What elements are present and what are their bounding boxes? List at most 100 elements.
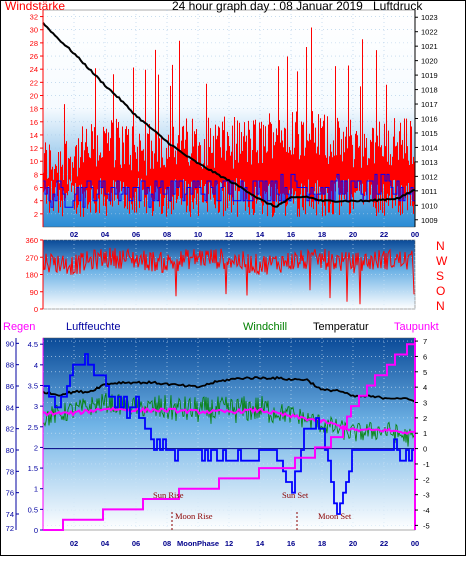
- x-tick-label: 02: [70, 230, 78, 239]
- pressure-tick-label: 1009: [421, 216, 438, 225]
- moon-set-label: Moon Set: [318, 511, 352, 521]
- pressure-tick-label: 1012: [421, 172, 438, 181]
- wind-direction-axis: 0 90 180 270 360: [25, 236, 44, 314]
- humidity-tick-label: 84: [6, 403, 14, 412]
- x-tick-label: 22: [380, 539, 388, 548]
- humidity-tick-label: 90: [6, 339, 14, 348]
- humidity-tick-label: 74: [6, 510, 14, 519]
- rain-tick-label: 2.5: [28, 423, 38, 432]
- wind-tick-label: 8: [34, 170, 38, 179]
- temperature-tick-label: -1: [423, 460, 430, 469]
- pressure-tick-label: 1013: [421, 158, 438, 167]
- temperature-series: [42, 375, 416, 403]
- x-tick-label: 02: [70, 539, 78, 548]
- rain-tick-label: 4.5: [28, 340, 38, 349]
- pressure-tick-label: 1019: [421, 71, 438, 80]
- temperature-tick-label: 5: [423, 368, 427, 377]
- pressure-tick-label: 1011: [421, 187, 437, 196]
- temperature-tick-label: 6: [423, 352, 427, 361]
- x-tick-label: 12: [225, 230, 233, 239]
- wind-pressure-x-axis: 02 04 06 08 10 12 14 16 18 20 22 00: [70, 230, 419, 239]
- temperature-tick-label: -3: [423, 491, 430, 500]
- temperature-tick-label: 3: [423, 399, 427, 408]
- rain-tick-label: 3: [34, 402, 38, 411]
- rain-series: [43, 343, 415, 531]
- temperature-tick-label: -4: [423, 506, 430, 515]
- wind-tick-label: 14: [30, 131, 38, 140]
- rain-tick-label: 4: [34, 361, 38, 370]
- temperature-tick-label: -5: [423, 521, 430, 530]
- x-tick-label: 08: [163, 539, 171, 548]
- humidity-tick-label: 88: [6, 361, 14, 370]
- rain-tick-label: 2: [34, 443, 38, 452]
- x-tick-label: 20: [349, 230, 357, 239]
- moon-phase-label: MoonPhase: [177, 539, 219, 548]
- wind-direction-plot-area: [42, 239, 416, 310]
- x-tick-label: 16: [287, 539, 295, 548]
- temperature-tick-label: -2: [423, 475, 430, 484]
- temp-humidity-x-axis: 02 04 06 08 12 14 16 18 20 22 00: [70, 539, 419, 548]
- x-tick-label: 04: [101, 539, 110, 548]
- pressure-tick-label: 1017: [421, 100, 438, 109]
- temperature-tick-label: 2: [423, 414, 427, 423]
- pressure-tick-label: 1014: [421, 143, 438, 152]
- direction-tick-label: 360: [25, 236, 38, 245]
- rain-tick-label: 0: [34, 526, 38, 535]
- x-tick-label: 06: [132, 539, 140, 548]
- wind-tick-label: 4: [34, 197, 38, 206]
- dewpoint-series: [42, 406, 416, 435]
- compass-label: S: [436, 269, 444, 283]
- humidity-tick-label: 80: [6, 446, 14, 455]
- wind-tick-label: 32: [30, 13, 38, 22]
- direction-tick-label: 0: [34, 305, 38, 314]
- x-tick-label: 14: [256, 539, 265, 548]
- direction-tick-label: 90: [30, 288, 38, 297]
- dewpoint-label: Taupunkt: [394, 321, 439, 333]
- x-tick-label: 00: [411, 539, 419, 548]
- humidity-tick-label: 86: [6, 382, 14, 391]
- rain-tick-label: 1.5: [28, 464, 38, 473]
- temperature-tick-label: 0: [423, 445, 427, 454]
- moon-rise-label: Moon Rise: [175, 511, 213, 521]
- compass-label: N: [436, 239, 445, 253]
- compass-label: W: [436, 254, 448, 268]
- rain-tick-label: 1: [34, 485, 38, 494]
- wind-pressure-series: [42, 22, 416, 218]
- x-tick-label: 18: [318, 230, 326, 239]
- wind-tick-label: 16: [30, 118, 38, 127]
- wind-speed-label: Windstärke: [5, 0, 65, 13]
- humidity-tick-label: 82: [6, 425, 14, 434]
- wind-tick-label: 18: [30, 105, 38, 114]
- x-tick-label: 08: [163, 230, 171, 239]
- windchill-label: Windchill: [243, 321, 287, 333]
- wind-tick-label: 28: [30, 39, 38, 48]
- wind-tick-label: 30: [30, 26, 38, 35]
- temperature-tick-label: 7: [423, 337, 427, 346]
- wind-tick-label: 24: [30, 65, 38, 74]
- x-tick-label: 04: [101, 230, 110, 239]
- temperature-label: Temperatur: [313, 321, 369, 333]
- rain-label: Regen: [3, 321, 35, 333]
- humidity-tick-label: 76: [6, 489, 14, 498]
- humidity-series: [43, 353, 415, 515]
- direction-tick-label: 180: [25, 271, 38, 280]
- x-tick-label: 10: [194, 230, 202, 239]
- pressure-series: [42, 22, 416, 208]
- pressure-tick-label: 1020: [421, 57, 438, 66]
- humidity-extra-tick: 72: [6, 524, 14, 533]
- wind-direction-series: [42, 247, 415, 305]
- direction-tick-label: 270: [25, 253, 38, 262]
- wind-tick-label: 12: [30, 144, 38, 153]
- temperature-tick-label: 1: [423, 429, 427, 438]
- x-tick-label: 00: [411, 230, 419, 239]
- rain-tick-label: 3.5: [28, 381, 38, 390]
- x-tick-label: 20: [349, 539, 357, 548]
- compass-label: N: [436, 299, 445, 313]
- pressure-tick-label: 1016: [421, 115, 438, 124]
- wind-direction-series: [42, 247, 415, 305]
- humidity-tick-label: 78: [6, 467, 14, 476]
